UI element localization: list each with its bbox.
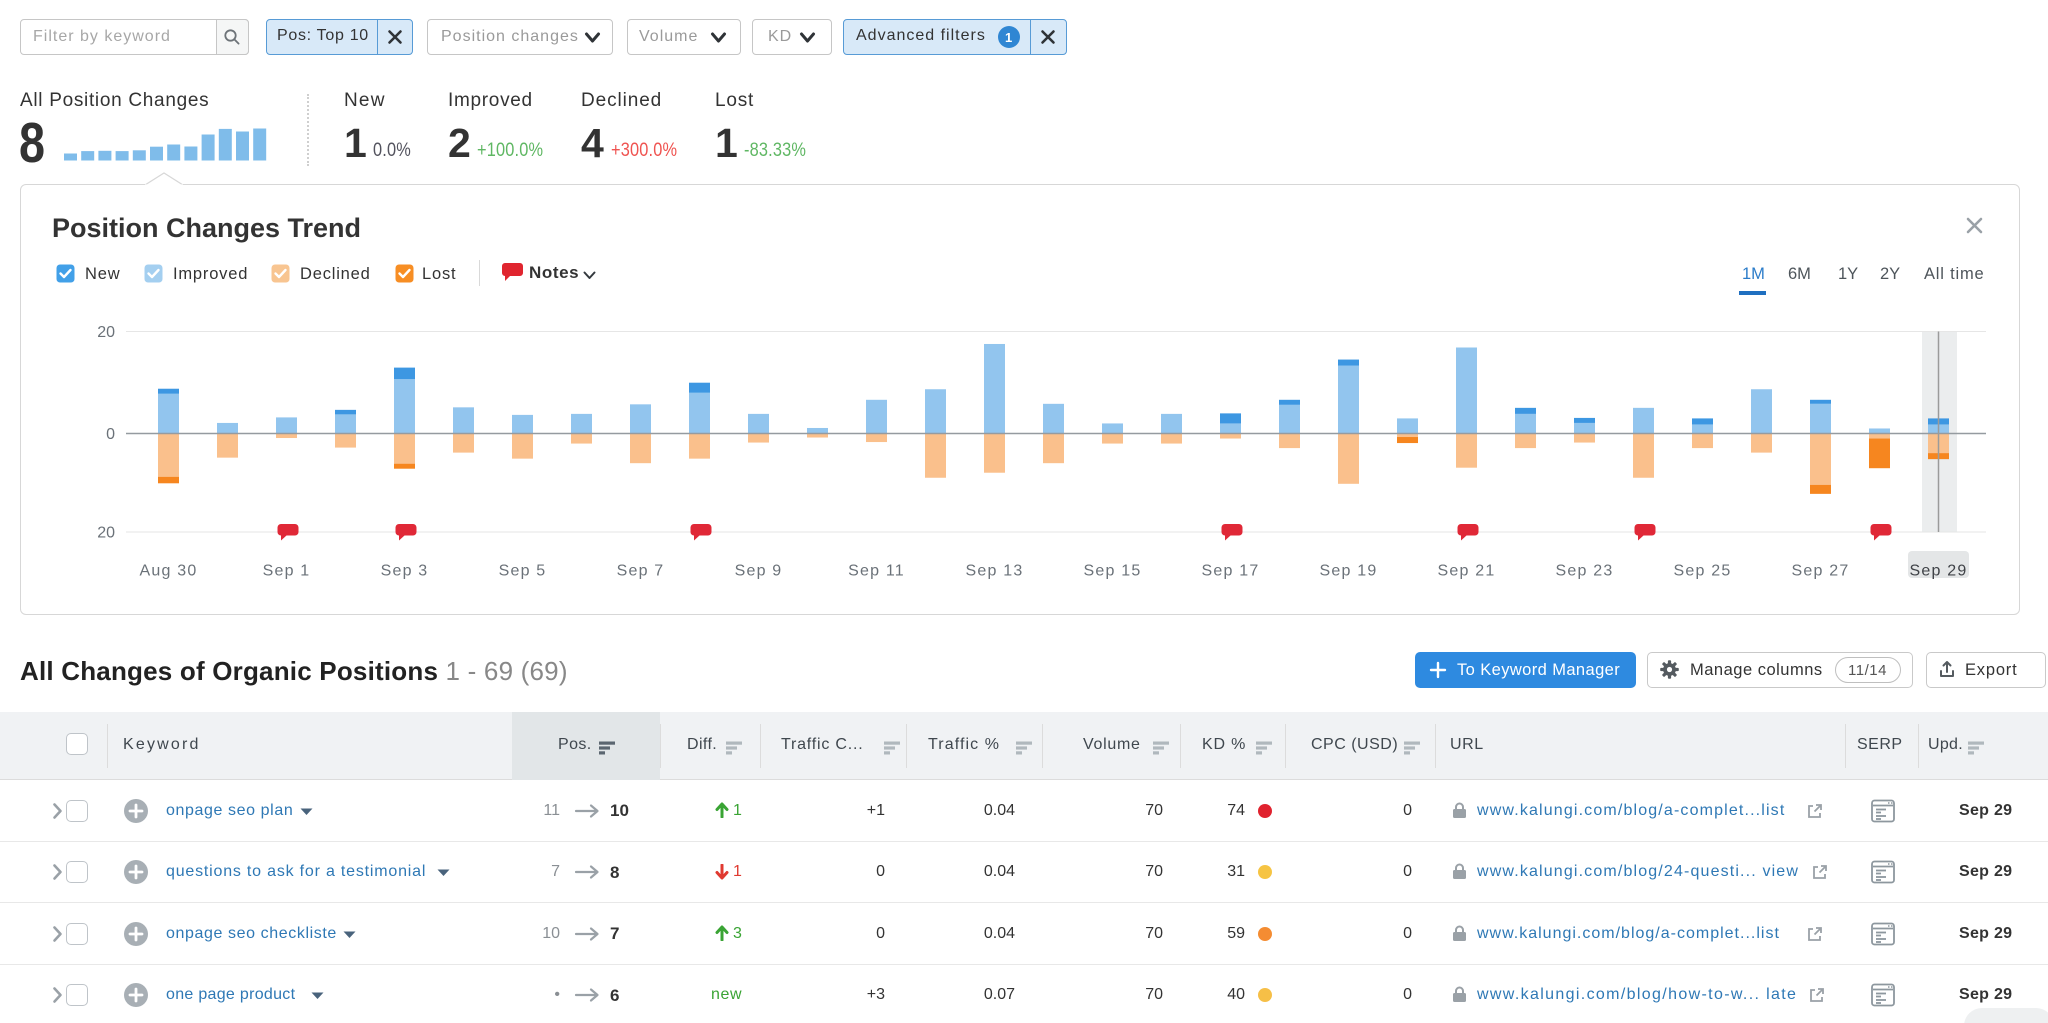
svg-text:Sep 7: Sep 7 [617, 563, 665, 580]
svg-text:Sep 5: Sep 5 [499, 563, 547, 580]
svg-text:Sep 25: Sep 25 [1674, 563, 1732, 580]
svg-text:Sep 27: Sep 27 [1792, 563, 1850, 580]
svg-text:Sep 17: Sep 17 [1202, 563, 1260, 580]
svg-text:Sep 9: Sep 9 [735, 563, 783, 580]
svg-text:Sep 13: Sep 13 [966, 563, 1024, 580]
svg-text:20: 20 [97, 525, 115, 542]
svg-text:20: 20 [97, 324, 115, 341]
svg-text:Sep 11: Sep 11 [848, 563, 905, 580]
svg-text:0: 0 [106, 426, 115, 443]
svg-text:Sep 3: Sep 3 [381, 563, 429, 580]
svg-text:Sep 23: Sep 23 [1556, 563, 1614, 580]
svg-text:Sep 19: Sep 19 [1320, 563, 1378, 580]
svg-text:Aug 30: Aug 30 [140, 563, 198, 580]
svg-text:Sep 29: Sep 29 [1910, 563, 1968, 580]
svg-text:Sep 1: Sep 1 [263, 563, 311, 580]
svg-text:Sep 15: Sep 15 [1084, 563, 1142, 580]
svg-text:Sep 21: Sep 21 [1438, 563, 1496, 580]
